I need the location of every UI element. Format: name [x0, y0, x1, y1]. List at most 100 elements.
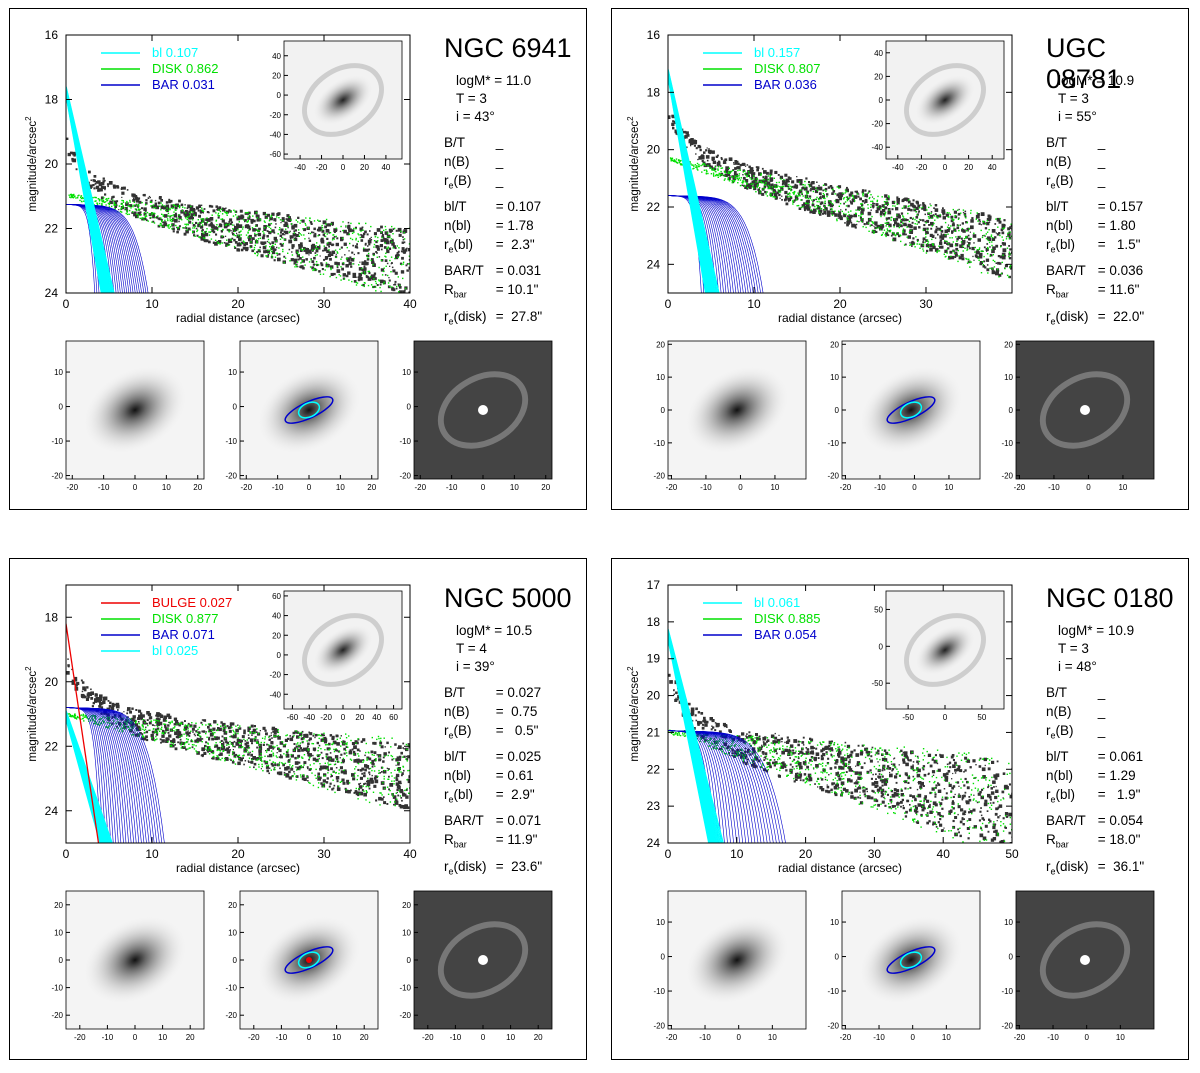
data-point	[737, 162, 740, 166]
data-point	[300, 737, 304, 741]
disk-model-point	[357, 762, 360, 765]
data-point	[172, 744, 175, 748]
disk-model-point	[936, 250, 939, 252]
disk-model-point	[214, 736, 216, 738]
galaxy-panel: 0 10 20 30 40 16 18 20 22 24 radial distance (arcs…	[9, 8, 587, 510]
data-point	[253, 766, 255, 769]
param-value: = 0.107	[492, 199, 542, 214]
data-point	[344, 254, 346, 256]
disk-model-point	[397, 256, 399, 258]
data-point	[295, 249, 299, 253]
data-point	[163, 715, 167, 720]
disk-model-point	[200, 222, 203, 224]
data-point	[748, 165, 751, 169]
data-point	[853, 213, 857, 218]
data-point	[356, 741, 359, 745]
disk-model-point	[381, 766, 384, 769]
data-point	[939, 235, 943, 239]
data-point	[98, 697, 103, 702]
inset-x-tick-label: -20	[316, 163, 328, 172]
disk-model-point	[363, 271, 366, 273]
disk-model-point	[169, 208, 171, 211]
data-point	[99, 702, 103, 706]
disk-model-point	[765, 181, 767, 184]
data-point	[232, 736, 235, 739]
data-point	[139, 731, 141, 734]
thumb-x-tick-label: 0	[481, 483, 486, 492]
disk-model-point	[959, 235, 961, 238]
disk-model-point	[335, 256, 337, 259]
data-point	[241, 735, 245, 739]
data-point	[154, 202, 157, 205]
disk-model-point	[247, 219, 249, 222]
disk-model-point	[952, 208, 954, 211]
disk-model-point	[265, 761, 267, 763]
disk-model-point	[222, 727, 225, 730]
disk-model-point	[318, 757, 320, 760]
data-point	[180, 203, 184, 207]
data-point	[327, 253, 331, 257]
data-point	[213, 226, 218, 230]
data-point	[215, 745, 219, 748]
disk-model-point	[72, 197, 74, 199]
data-point	[913, 208, 917, 212]
disk-model-point	[403, 238, 406, 240]
data-point	[271, 764, 274, 767]
disk-model-point	[948, 212, 950, 214]
disk-model-point	[407, 744, 410, 747]
disk-model-point	[78, 194, 80, 196]
disk-model-point	[823, 189, 825, 191]
data-point	[408, 266, 410, 270]
data-point	[272, 748, 274, 750]
disk-model-point	[387, 247, 389, 249]
disk-model-point	[241, 228, 244, 230]
disk-model-point	[111, 205, 113, 208]
disk-model-point	[372, 286, 374, 288]
disk-model-point	[261, 763, 263, 766]
disk-model-point	[721, 167, 724, 169]
data-point	[954, 215, 958, 219]
disk-model-point	[247, 751, 249, 753]
data-point	[366, 780, 368, 783]
data-point	[343, 229, 347, 234]
data-point	[396, 791, 398, 794]
disk-model-point	[270, 769, 272, 771]
data-point	[874, 221, 878, 225]
data-point	[977, 256, 980, 259]
data-point	[393, 284, 395, 286]
disk-model-point	[385, 256, 387, 258]
disk-model-point	[346, 742, 348, 744]
data-point	[932, 214, 935, 216]
disk-model-point	[361, 267, 363, 270]
disk-model-point	[337, 252, 339, 254]
disk-model-point	[805, 197, 807, 199]
data-point	[342, 781, 346, 785]
data-point	[306, 751, 310, 755]
data-point	[308, 739, 311, 742]
disk-model-point	[259, 748, 261, 750]
data-point	[695, 147, 698, 150]
disk-model-point	[253, 248, 256, 251]
data-point	[74, 687, 79, 691]
data-point	[933, 234, 935, 237]
data-point	[111, 196, 114, 199]
data-point	[324, 225, 327, 229]
disk-model-point	[869, 196, 871, 199]
data-point	[321, 757, 324, 760]
data-point	[139, 717, 141, 719]
disk-model-point	[172, 204, 175, 206]
disk-model-point	[220, 218, 222, 220]
data-point	[329, 756, 333, 759]
thumb-x-tick-label: -10	[446, 483, 458, 492]
data-point	[306, 776, 309, 779]
data-point	[193, 234, 196, 237]
data-point	[379, 772, 381, 774]
data-point	[95, 181, 99, 184]
disk-model-point	[946, 226, 949, 228]
disk-model-point	[795, 194, 798, 197]
data-point	[761, 192, 765, 196]
disk-model-point	[294, 266, 296, 268]
data-point	[251, 239, 253, 241]
data-point	[398, 755, 402, 759]
